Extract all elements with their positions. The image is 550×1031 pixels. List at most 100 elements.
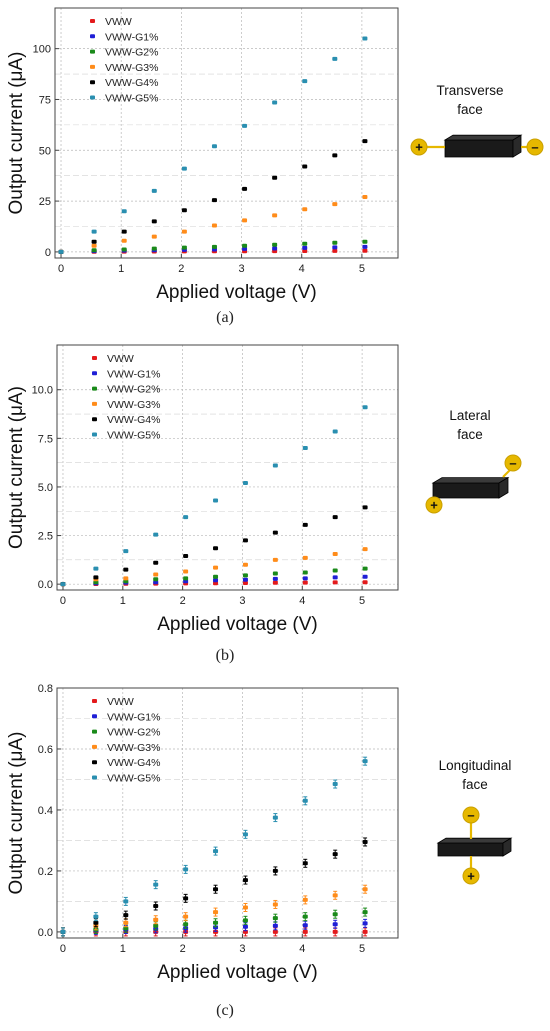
data-point [272,929,278,934]
data-point [181,229,187,234]
data-point [153,577,159,582]
data-point [362,195,368,200]
legend-marker [92,356,97,360]
sample-block-top [436,837,513,844]
legend-marker [92,699,97,703]
x-tick-label: 2 [180,943,186,955]
data-point [332,429,338,434]
terminal-sign: – [467,808,474,823]
data-point [60,929,66,934]
legend-marker [90,64,95,69]
data-point [183,922,189,927]
data-point [332,580,338,585]
data-point [332,893,338,898]
data-point [183,896,189,901]
face-label-line: face [457,102,483,117]
terminal-sign: + [430,498,438,513]
legend-marker [92,417,97,422]
data-point [123,913,129,918]
data-point [272,463,278,468]
data-point [332,202,338,207]
data-point [272,175,278,180]
data-point [272,100,278,105]
y-tick-label: 75 [39,94,51,106]
x-tick-label: 3 [238,263,244,275]
sample-block-top [443,134,523,141]
sample-block [432,482,500,499]
plot-frame [54,7,399,259]
x-tick-label: 5 [359,943,365,955]
y-tick-label: 10.0 [32,385,53,397]
data-point [181,245,187,250]
legend-label: VWW-G1% [107,368,160,380]
sample-block-side [502,837,512,857]
data-point [332,568,338,573]
sample-block-side [512,134,522,158]
face-label: Longitudinal face [439,758,512,792]
data-point [242,243,248,248]
data-point [272,902,278,907]
data-point [242,577,248,582]
legend-marker [92,401,97,406]
data-point [362,887,368,892]
legend-marker [90,34,95,39]
data-point [242,538,248,543]
legend-label: VWW-G2% [105,47,158,59]
x-tick-label: 5 [359,595,365,607]
data-point [302,555,308,560]
data-point [123,576,129,581]
data-point [93,920,99,925]
face-label-line: face [457,427,483,442]
data-point [153,923,159,928]
face-label: Transverse face [436,83,503,117]
y-tick-label: 0 [45,247,51,259]
data-point [302,245,308,250]
data-point [302,580,308,585]
data-point [302,164,308,169]
data-point [242,918,248,923]
data-point [302,522,308,527]
x-tick-label: 1 [118,263,124,275]
data-point [211,144,217,149]
data-point [121,209,127,214]
data-point [58,249,64,254]
data-point [213,498,219,503]
x-tick-label: 0 [58,263,64,275]
data-point [362,566,368,571]
face-label: Lateral face [449,408,490,442]
x-tick-label: 1 [120,595,126,607]
data-point [362,547,368,552]
data-point [211,244,217,249]
grid [55,8,398,258]
y-axis-label: Output current (μA) [6,731,27,894]
legend-label: VWW-G5% [107,430,160,442]
x-tick-label: 5 [359,263,365,275]
data-point [302,914,308,919]
data-point [151,234,157,239]
grid [57,345,398,590]
data-point [332,56,338,61]
data-point [332,552,338,557]
data-point [332,248,338,253]
data-point [302,79,308,84]
series-VWW-G5% [58,36,368,254]
data-point [332,245,338,250]
series-VWW-G3% [58,195,368,254]
data-point [181,166,187,171]
legend-label: VWW-G5% [107,773,160,785]
y-tick-label: 25 [39,196,51,208]
y-axis-label: Output current (μA) [6,51,27,214]
data-point [242,924,248,929]
data-point [153,572,159,577]
data-point [272,242,278,247]
data-point [362,910,368,915]
data-point [302,861,308,866]
y-tick-label: 7.5 [38,433,53,445]
data-point [272,576,278,581]
legend-marker [92,760,97,765]
data-point [183,515,189,520]
data-point [121,229,127,234]
data-point [91,248,97,253]
data-point [332,575,338,580]
grid [57,687,398,938]
